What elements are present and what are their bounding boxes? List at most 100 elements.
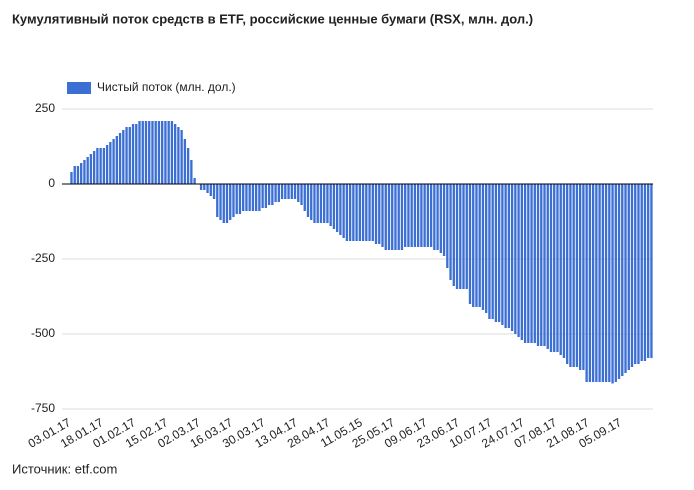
bar xyxy=(575,184,579,367)
bar xyxy=(161,121,164,184)
bar xyxy=(313,184,316,223)
bar xyxy=(410,184,413,247)
bar xyxy=(138,121,141,184)
bar xyxy=(520,184,523,340)
bar xyxy=(420,184,423,247)
bar xyxy=(595,184,598,382)
bar xyxy=(572,184,575,367)
bar xyxy=(261,184,264,208)
bar xyxy=(478,184,481,307)
bar xyxy=(423,184,426,247)
bar xyxy=(381,184,384,247)
bar xyxy=(157,121,161,184)
bar xyxy=(332,184,336,229)
bar xyxy=(429,184,433,247)
bar xyxy=(527,184,530,343)
bar xyxy=(459,184,462,289)
bar xyxy=(180,130,183,184)
bar xyxy=(494,184,498,322)
bar xyxy=(352,184,355,241)
y-tick-label: -250 xyxy=(31,251,55,265)
bar xyxy=(306,184,310,217)
bar xyxy=(92,151,96,184)
bar xyxy=(258,184,261,211)
bar xyxy=(617,184,621,379)
bar xyxy=(316,184,319,223)
bar xyxy=(118,133,122,184)
bar xyxy=(504,184,507,328)
bar xyxy=(442,184,446,256)
bar xyxy=(277,184,280,202)
bar xyxy=(335,184,339,232)
bar xyxy=(488,184,491,319)
bar xyxy=(144,121,148,184)
bar xyxy=(73,166,76,184)
bar xyxy=(193,178,196,184)
bar xyxy=(449,184,452,280)
bar xyxy=(284,184,287,199)
bar xyxy=(546,184,549,349)
bar xyxy=(562,184,566,358)
bar xyxy=(70,172,73,184)
bar xyxy=(115,136,118,184)
bar xyxy=(151,121,154,184)
bar xyxy=(523,184,527,343)
bar xyxy=(125,127,128,184)
bar xyxy=(578,184,582,370)
bar xyxy=(549,184,553,352)
bar xyxy=(355,184,358,241)
bar xyxy=(416,184,420,247)
bar xyxy=(287,184,290,199)
bar xyxy=(102,148,106,184)
bar xyxy=(569,184,572,367)
bar xyxy=(426,184,430,247)
y-tick-label: 250 xyxy=(35,101,55,115)
bar xyxy=(510,184,514,331)
bar xyxy=(604,184,608,382)
bar xyxy=(650,184,653,358)
bar xyxy=(274,184,277,202)
bar xyxy=(254,184,258,211)
bar xyxy=(365,184,368,241)
bar xyxy=(290,184,293,199)
bar xyxy=(643,184,647,361)
y-tick-label: -500 xyxy=(31,326,55,340)
bar xyxy=(128,127,131,184)
bar xyxy=(517,184,520,337)
legend-swatch xyxy=(67,82,91,94)
bar xyxy=(232,184,235,217)
bar xyxy=(186,148,190,184)
bar xyxy=(297,184,300,202)
bar xyxy=(83,160,86,184)
bar xyxy=(89,154,93,184)
bar xyxy=(475,184,478,307)
bar xyxy=(391,184,394,250)
bar xyxy=(122,130,125,184)
bar xyxy=(614,184,617,382)
bar xyxy=(585,184,588,382)
bar xyxy=(96,148,99,184)
bar xyxy=(293,184,297,199)
y-tick-label: -750 xyxy=(31,401,55,415)
bar xyxy=(543,184,546,346)
bar xyxy=(611,184,614,384)
bar xyxy=(135,124,138,184)
bar xyxy=(183,139,187,184)
bar xyxy=(559,184,562,355)
bar xyxy=(540,184,543,346)
bar xyxy=(533,184,536,343)
bar xyxy=(212,184,216,199)
bar xyxy=(339,184,342,235)
bar xyxy=(264,184,268,208)
bar xyxy=(384,184,387,250)
bar xyxy=(300,184,303,205)
bar xyxy=(601,184,604,382)
bar xyxy=(627,184,630,370)
bar xyxy=(536,184,540,346)
bar xyxy=(219,184,222,220)
bar xyxy=(394,184,397,250)
bar xyxy=(371,184,374,241)
bar xyxy=(621,184,624,376)
bar xyxy=(170,121,174,184)
bar xyxy=(229,184,232,220)
